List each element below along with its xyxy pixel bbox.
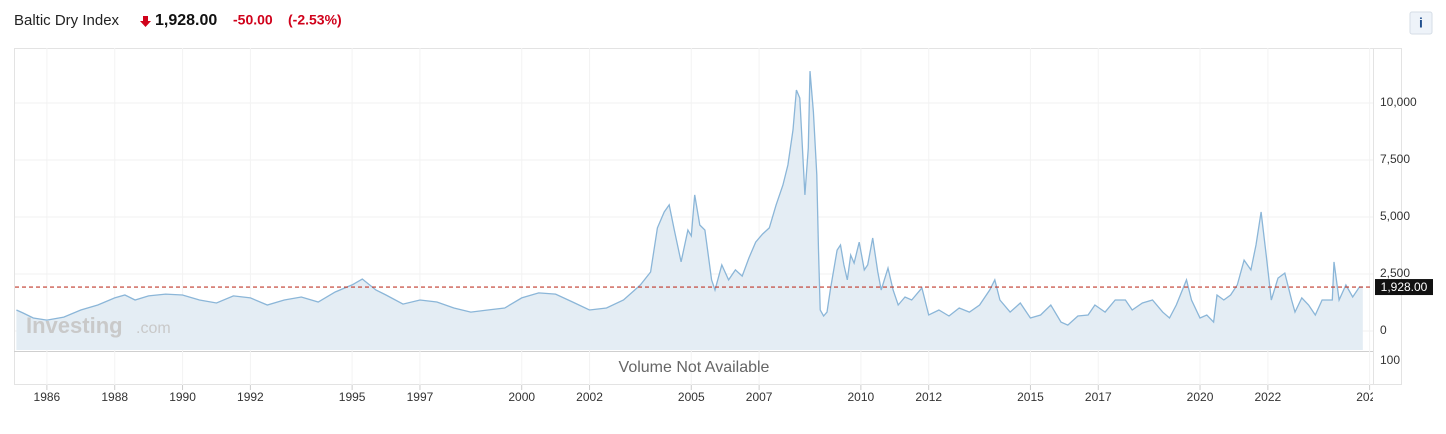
current-value-box: [1375, 279, 1433, 296]
y-tick-label: 10,000: [1380, 95, 1417, 109]
x-tick-label: 2020: [1187, 390, 1214, 404]
info-button[interactable]: [1409, 11, 1433, 35]
y-tick-label: 0: [1380, 323, 1387, 337]
x-tick-label: 2017: [1085, 390, 1112, 404]
change-percent: (-2.53%): [288, 12, 342, 28]
x-tick-label: 1988: [101, 390, 128, 404]
x-tick-label: 1995: [339, 390, 366, 404]
chart-title: Baltic Dry Index: [14, 12, 120, 29]
x-tick-label: 2000: [508, 390, 535, 404]
x-tick-label: 1990: [169, 390, 196, 404]
down-arrow: [140, 16, 151, 27]
watermark-brand: Investing: [26, 313, 123, 338]
y-tick-label: 7,500: [1380, 152, 1410, 166]
change: -50.00: [233, 12, 273, 28]
x-tick-label: 2007: [746, 390, 773, 404]
x-tick-label: 2012: [915, 390, 942, 404]
watermark-suffix: .com: [136, 320, 171, 337]
x-tick-label: 1986: [34, 390, 61, 404]
x-tick-label: 2002: [576, 390, 603, 404]
price: 1,928.00: [155, 12, 217, 29]
line: [16, 71, 1363, 326]
volume-tick-label: 100: [1380, 353, 1400, 367]
x-tick-label: 1992: [237, 390, 264, 404]
current-value-label: 1,928.00: [1381, 280, 1428, 294]
x-tick-label: 2025: [1356, 390, 1383, 404]
x-tick-label: 2010: [848, 390, 875, 404]
info-icon[interactable]: i: [1419, 15, 1423, 31]
area-fill: [16, 71, 1363, 350]
x-tick-label: 2022: [1255, 390, 1282, 404]
series: [15, 71, 1373, 350]
x-tick-label: 2015: [1017, 390, 1044, 404]
y-tick-label: 5,000: [1380, 209, 1410, 223]
x-tick-label: 2005: [678, 390, 705, 404]
x-axis: 1986 1988 1990 1992 1995 1997 2000 2002 2005 2007…: [34, 385, 1383, 404]
volume-message: Volume Not Available: [619, 359, 770, 376]
x-tick-label: 1997: [407, 390, 434, 404]
y-tick-label: 2,500: [1380, 266, 1410, 280]
panel-border: [14, 48, 1402, 385]
